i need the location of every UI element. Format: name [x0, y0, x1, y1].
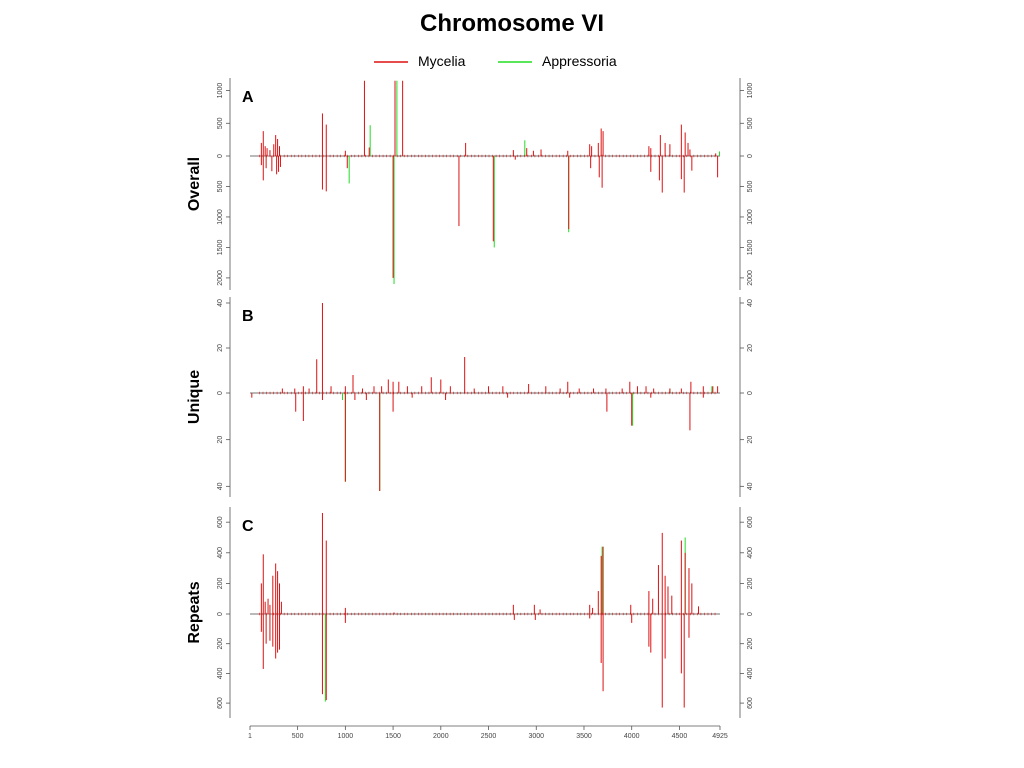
y-tick-label: 500	[747, 181, 754, 193]
y-tick-label: 500	[747, 117, 754, 129]
y-tick-label: 1000	[747, 209, 754, 225]
legend-label-mycelia: Mycelia	[418, 53, 466, 69]
panels: 1000500050010001500200010005000500100015…	[186, 78, 754, 718]
y-tick-label: 200	[747, 577, 754, 589]
panel-label: A	[242, 89, 254, 106]
x-tick-label: 2000	[433, 733, 449, 740]
y-tick-label: 500	[217, 117, 224, 129]
y-tick-label: 400	[217, 547, 224, 559]
legend-label-appressoria: Appressoria	[542, 53, 617, 69]
y-tick-label: 1000	[217, 209, 224, 225]
y-tick-label: 20	[217, 436, 224, 444]
y-tick-label: 1500	[217, 240, 224, 256]
y-tick-label: 0	[217, 612, 224, 616]
y-tick-label: 500	[217, 181, 224, 193]
panel-overall: 1000 500 0 500 1000 1500 2000 1000 500 0 500 1000 15…	[186, 78, 754, 290]
y-tick-label: 20	[747, 344, 754, 352]
y-tick-label: 40	[747, 299, 754, 307]
y-tick-label: 1500	[747, 240, 754, 256]
y-tick-label: 0	[747, 612, 754, 616]
row-label: Unique	[186, 370, 203, 424]
y-tick-label: 2000	[217, 270, 224, 286]
x-tick-label: 1000	[338, 733, 354, 740]
x-tick-label: 1	[248, 733, 252, 740]
panel-unique: 40 20 0 20 40 40 20 0 20 40 B Unique	[186, 297, 754, 497]
x-tick-label: 1500	[385, 733, 401, 740]
y-tick-label: 600	[747, 697, 754, 709]
x-tick-label: 4000	[624, 733, 640, 740]
y-tick-label: 2000	[747, 270, 754, 286]
x-tick-label: 2500	[481, 733, 497, 740]
y-tick-label: 0	[217, 391, 224, 395]
x-tick-label: 4925	[712, 733, 728, 740]
row-label: Repeats	[186, 581, 203, 643]
row-label: Overall	[186, 157, 203, 211]
x-axis: 1 500 1000 1500 2000 2500 3000 3500 4000 4500 4925	[248, 725, 728, 740]
legend: Mycelia Appressoria	[374, 53, 617, 69]
x-tick-label: 500	[292, 733, 304, 740]
x-tick-label: 4500	[672, 733, 688, 740]
y-tick-label: 400	[217, 667, 224, 679]
x-tick-label: 3500	[576, 733, 592, 740]
y-tick-label: 0	[747, 154, 754, 158]
x-tick-label: 3000	[528, 733, 544, 740]
y-tick-label: 1000	[217, 83, 224, 99]
y-tick-label: 0	[747, 391, 754, 395]
panel-label: B	[242, 308, 254, 325]
y-tick-label: 200	[217, 577, 224, 589]
y-tick-label: 40	[747, 482, 754, 490]
panel-repeats: 600 400 200 0 200 400 600 600 400 200 0 200 400 600 C R…	[186, 507, 754, 718]
y-tick-label: 200	[217, 638, 224, 650]
y-tick-label: 1000	[747, 83, 754, 99]
y-tick-label: 600	[217, 697, 224, 709]
y-tick-label: 200	[747, 638, 754, 650]
y-tick-label: 20	[747, 436, 754, 444]
y-tick-label: 600	[747, 516, 754, 528]
panel-label: C	[242, 518, 254, 535]
y-tick-label: 400	[747, 667, 754, 679]
y-tick-label: 40	[217, 482, 224, 490]
y-tick-label: 600	[217, 516, 224, 528]
y-tick-label: 20	[217, 344, 224, 352]
y-tick-label: 400	[747, 547, 754, 559]
chart-title: Chromosome VI	[420, 10, 604, 37]
y-tick-label: 0	[217, 154, 224, 158]
y-tick-label: 40	[217, 299, 224, 307]
